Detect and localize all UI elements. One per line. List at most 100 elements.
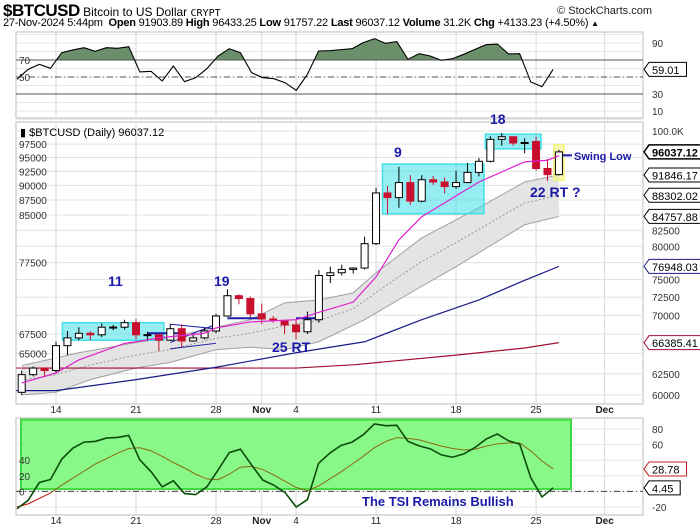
band-lower-line — [21, 215, 560, 396]
price-tick-label: 77500 — [19, 259, 47, 270]
candle-body — [452, 182, 461, 188]
annotation-count-19: 19 — [214, 273, 230, 289]
date-tick-label: 4 — [293, 516, 299, 527]
candle-body — [326, 272, 335, 277]
trendline-lower — [170, 342, 217, 350]
candle-body — [86, 332, 95, 336]
ma-long-label: 66385.41 — [652, 338, 698, 350]
copyright: © StockCharts.com — [557, 5, 652, 17]
rsi-last-label-box — [643, 61, 687, 77]
tsi-tick-label: 0 — [19, 487, 25, 498]
open-value: 91903.89 — [138, 17, 183, 29]
annotation-count-18: 18 — [490, 111, 506, 127]
candle-body — [520, 141, 529, 144]
candle-body — [372, 192, 381, 245]
rsi-frame — [15, 31, 644, 119]
candle-body — [17, 374, 26, 393]
price-tick-label: 70000 — [652, 311, 680, 322]
annotation-tsi-bullish: The TSI Remains Bullish — [362, 494, 514, 509]
candle-body — [474, 160, 483, 173]
symbol-name: Bitcoin to US Dollar — [83, 5, 188, 19]
price-panel: 14 21 28 Nov 4 11 18 25 Dec ▮ $BTCUSD (Daily) 960… — [16, 127, 700, 416]
tsi-bullish-zone — [20, 418, 572, 491]
volume-value: 31.2K — [443, 17, 471, 29]
annotation-count-11: 11 — [108, 273, 123, 289]
band-lower-label-box — [643, 208, 700, 224]
date-tick-label: 14 — [50, 405, 62, 416]
band-middle-line — [21, 194, 560, 381]
last-price-label-box — [643, 144, 700, 160]
high-label: High — [185, 17, 210, 29]
date-tick-label: 21 — [130, 516, 142, 527]
annotation-swing-low: Swing Low — [574, 151, 632, 163]
candle-body — [360, 243, 369, 269]
candle-body — [314, 275, 323, 321]
candle-body — [349, 267, 358, 270]
band-middle-label: 88302.02 — [652, 191, 698, 203]
candle-body — [143, 334, 152, 337]
date-tick-label: 14 — [50, 516, 62, 527]
tsi-last-label-box — [643, 480, 681, 496]
price-tick-label: 87500 — [19, 196, 47, 207]
tsi-signal-label: 28.78 — [652, 464, 680, 476]
candle-body — [52, 345, 60, 372]
price-tick-label: 62500 — [652, 370, 680, 381]
price-tick-label: 80000 — [652, 242, 680, 253]
date-tick-label: 28 — [210, 405, 222, 416]
date-tick-label: Dec — [595, 405, 614, 416]
last-value: 96037.12 — [355, 17, 400, 29]
open-label: Open — [108, 17, 136, 29]
price-panel-title: ▮ $BTCUSD (Daily) 96037.12 — [20, 127, 164, 139]
candle-body — [120, 322, 129, 328]
tsi-tick-label: 60 — [652, 441, 664, 452]
candle-body — [292, 324, 301, 333]
ma-mid-label: 76948.03 — [652, 262, 698, 274]
candle-body — [189, 337, 198, 342]
symbol: $BTCUSD — [3, 1, 80, 20]
tsi-tick-label: 20 — [19, 472, 31, 483]
date-tick-label: 25 — [530, 516, 542, 527]
price-tick-label: 60000 — [652, 391, 680, 402]
price-tick-label: 85000 — [19, 211, 47, 222]
candle-body — [440, 181, 449, 188]
rsi-tick-label: 90 — [652, 39, 664, 50]
band-upper-label-box — [643, 167, 700, 183]
ma-mid-line — [21, 265, 560, 392]
rsi-panel: 90 70 50 30 10 59.01 — [16, 34, 687, 120]
volume-label: Volume — [402, 17, 441, 29]
tsi-signal-label-box — [643, 461, 687, 477]
quote-line: 27-Nov-2024 5:44pm Open 91903.89 High 96… — [3, 17, 599, 29]
chg-value: +4133.23 (+4.50%) — [497, 17, 589, 29]
rsi-line — [16, 38, 554, 92]
candle-body — [109, 326, 118, 329]
candle-body — [280, 319, 289, 326]
price-tick-label: 97500 — [19, 140, 47, 151]
candle-body — [429, 179, 438, 183]
price-tick-label: 90000 — [19, 181, 47, 192]
candle-body — [417, 179, 426, 202]
date-tick-label: 25 — [530, 405, 542, 416]
candle-body — [223, 295, 232, 317]
candle-body — [337, 268, 346, 274]
date-tick-label: Dec — [595, 516, 614, 527]
candle-body — [394, 182, 403, 199]
last-price-label: 96037.12 — [652, 147, 698, 159]
datetime: 27-Nov-2024 5:44pm — [3, 17, 103, 29]
candle-body — [383, 192, 392, 199]
tsi-panel: 14 21 28 Nov 4 11 18 25 Dec 80 60 40 20 0 -20 28.78 4.45 — [16, 418, 687, 527]
low-label: Low — [259, 17, 281, 29]
chart-title: $BTCUSD Bitcoin to US Dollar CRYPT — [3, 1, 221, 21]
candle-body — [97, 326, 106, 336]
price-tick-label: 100.0K — [652, 127, 684, 138]
ma-mid-label-box — [643, 258, 700, 274]
date-tick-label: Nov — [252, 405, 271, 416]
candle-body — [303, 319, 312, 333]
candle-body — [509, 136, 518, 144]
tsi-frame — [15, 417, 644, 516]
candle-body — [257, 313, 266, 320]
date-tick-label: Nov — [252, 516, 271, 527]
price-tick-label: 72500 — [652, 293, 680, 304]
up-arrow-icon: ▲ — [591, 19, 599, 28]
candle-body — [554, 151, 563, 176]
annotations: 11 19 25 RT 9 18 22 RT ? Swing Low The T… — [108, 111, 632, 509]
